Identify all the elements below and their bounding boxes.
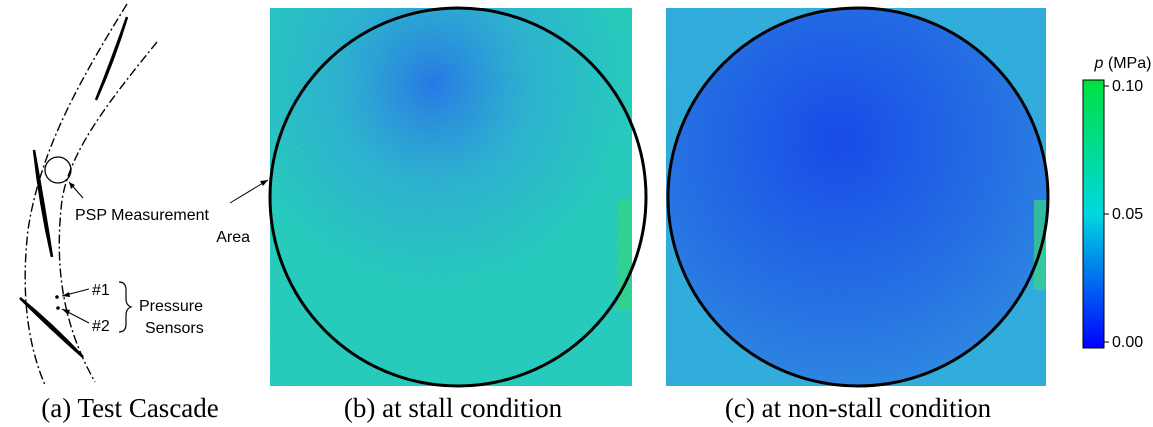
caption: (b) at stall condition bbox=[344, 393, 563, 423]
unit: (MPa) bbox=[1108, 55, 1152, 72]
annotation: #1 bbox=[92, 282, 110, 299]
caption: (c) at non-stall condition bbox=[725, 393, 992, 423]
annotation: #2 bbox=[92, 318, 110, 335]
caption: (a) Test Cascade bbox=[41, 393, 219, 423]
pressure-map bbox=[666, 6, 1050, 388]
cascade-schematic bbox=[19, 3, 269, 386]
annotation: Area bbox=[216, 229, 250, 246]
colorbar-ticks: 0.00 0.05 0.10 bbox=[1104, 78, 1143, 351]
annotation: PSP Measurement bbox=[75, 207, 210, 224]
tick-label: 0.00 bbox=[1112, 334, 1143, 351]
colorbar bbox=[1082, 79, 1105, 349]
tick-label: 0.10 bbox=[1112, 78, 1143, 95]
annotation: Pressure bbox=[139, 298, 203, 315]
pressure-map bbox=[268, 6, 648, 388]
tick-label: 0.05 bbox=[1112, 206, 1143, 223]
annotation: Sensors bbox=[145, 320, 204, 337]
symbol: p bbox=[1094, 55, 1104, 72]
colorbar-label: p (MPa) bbox=[1094, 55, 1152, 72]
